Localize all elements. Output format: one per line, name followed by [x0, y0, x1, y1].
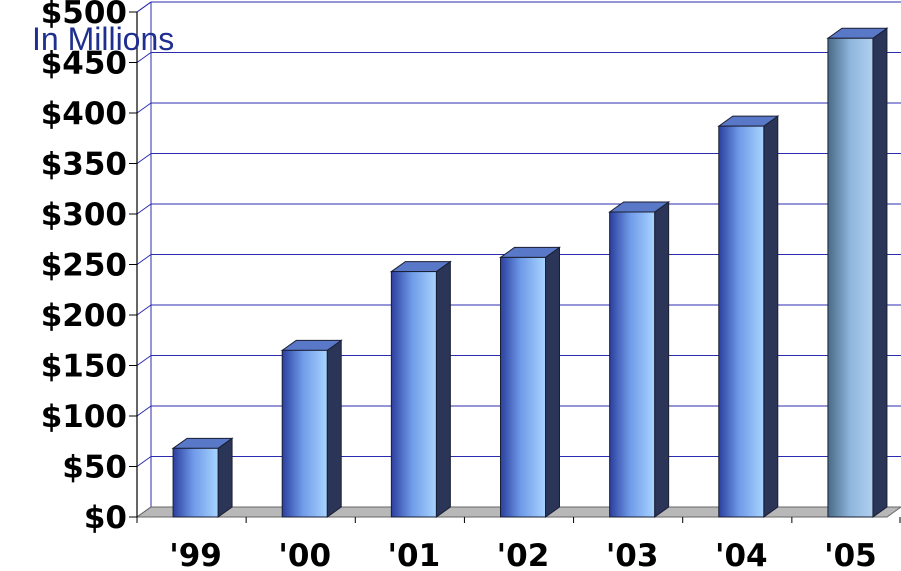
x-tick-label: '02: [497, 538, 550, 571]
bar-side: [545, 246, 560, 518]
bar: [500, 256, 546, 518]
wall-grid-diagonal: [136, 456, 152, 467]
unit-label: In Millions: [32, 21, 174, 57]
y-tick-label: $50: [62, 450, 127, 486]
wall-grid-diagonal: [136, 405, 152, 417]
y-tick-label: $450: [41, 46, 127, 82]
y-tick-label: $300: [41, 197, 127, 233]
bar-side: [326, 339, 342, 518]
bar: [718, 125, 765, 518]
wall-grid-diagonal: [136, 254, 152, 265]
wall-grid-diagonal: [136, 102, 152, 114]
wall-grid-diagonal: [136, 355, 152, 366]
y-tick-label: $350: [41, 147, 127, 183]
x-tick-label: '99: [169, 538, 222, 571]
bar-side: [654, 201, 670, 518]
y-tick-label: $200: [41, 298, 127, 334]
y-tick-label: $0: [84, 500, 127, 536]
y-tick-label: $500: [41, 0, 127, 31]
wall-grid-diagonal: [136, 153, 152, 164]
wall-grid-diagonal: [136, 203, 152, 215]
wall-grid-diagonal: [136, 304, 152, 316]
bar: [172, 447, 219, 518]
x-tick-labels: '99 '00 '01 '02 '03 '04 '05: [169, 538, 876, 571]
x-tick-label: '04: [715, 538, 768, 571]
bar: [827, 37, 874, 518]
bar-side: [435, 260, 451, 518]
bar: [281, 349, 328, 518]
x-tick-label: '00: [278, 538, 331, 571]
wall-grid-diagonal: [136, 52, 152, 63]
bar-side: [872, 27, 888, 518]
bars: [171, 27, 889, 518]
y-tick-label: $250: [41, 248, 127, 284]
bar-side: [217, 437, 233, 518]
x-tick-label: '01: [388, 538, 441, 571]
y-tick-label: $150: [41, 349, 127, 385]
y-tick-label: $100: [41, 399, 127, 435]
x-tick-label: '03: [606, 538, 659, 571]
wall-top-edge: [136, 1, 152, 13]
bar: [390, 271, 437, 518]
y-tick-labels: $0 $50 $100 $150 $200 $250 $300 $350 $400 $450 $50…: [41, 0, 127, 536]
bar-side: [763, 115, 779, 518]
x-tick-label: '05: [824, 538, 877, 571]
y-tick-label: $400: [41, 96, 127, 132]
bar: [609, 211, 656, 518]
